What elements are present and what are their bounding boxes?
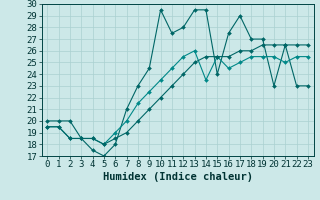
X-axis label: Humidex (Indice chaleur): Humidex (Indice chaleur) [103, 172, 252, 182]
